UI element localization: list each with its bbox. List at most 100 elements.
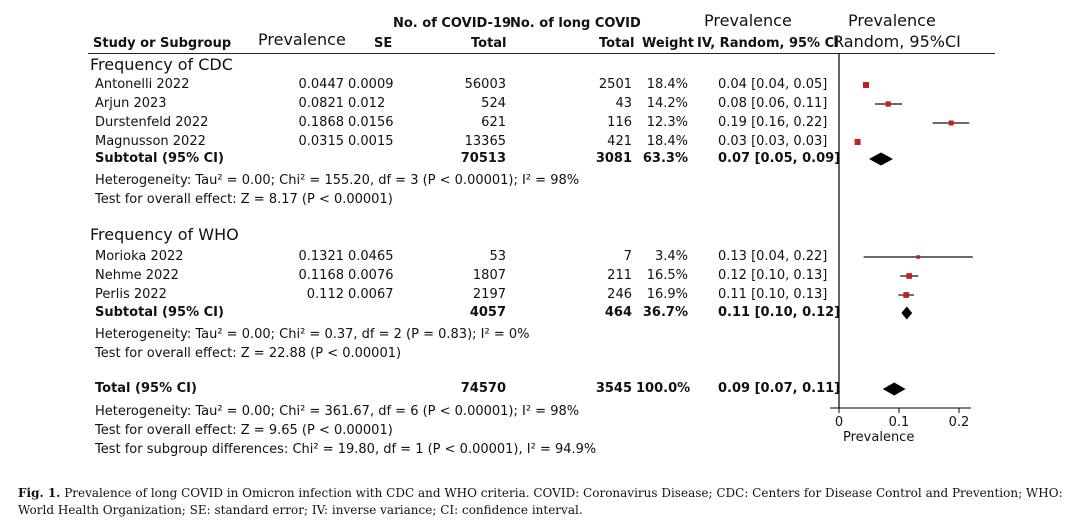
study-long-total: 116: [607, 115, 632, 130]
overall-effect-text: Test for overall effect: Z = 8.17 (P < 0…: [95, 192, 393, 207]
study-ci: 0.19 [0.16, 0.22]: [718, 115, 828, 130]
long-total-header: Total: [599, 36, 635, 51]
study-name: Antonelli 2022: [95, 77, 190, 92]
point-estimate-square: [854, 139, 861, 145]
study-prevalence: 0.0447: [298, 77, 345, 92]
subtotal-covid-total: 4057: [469, 305, 506, 320]
study-se: 0.0076: [348, 268, 394, 283]
point-estimate-square: [916, 255, 920, 259]
study-se: 0.0067: [348, 287, 394, 302]
study-name: Arjun 2023: [95, 96, 167, 111]
study-ci: 0.08 [0.06, 0.11]: [718, 96, 828, 111]
total-label: Total (95% CI): [95, 381, 197, 396]
subtotal-diamond: [901, 306, 913, 320]
study-long-total: 421: [607, 134, 632, 149]
total-diamond: [882, 382, 906, 396]
point-estimate-square: [885, 101, 891, 107]
study-weight: 3.4%: [654, 249, 688, 264]
study-covid-total: 524: [481, 96, 506, 111]
subtotal-diamond: [869, 152, 893, 166]
overall-effect-text: Test for overall effect: Z = 22.88 (P < …: [95, 346, 402, 361]
study-se: 0.012: [348, 96, 386, 111]
study-long-total: 211: [607, 268, 632, 283]
x-axis-label: Prevalence: [843, 430, 915, 445]
study-weight: 16.9%: [646, 287, 688, 302]
subtotal-weight: 63.3%: [642, 151, 688, 166]
study-covid-total: 56003: [464, 77, 506, 92]
study-name: Morioka 2022: [95, 249, 184, 264]
study-prevalence: 0.1321: [298, 249, 345, 264]
study-ci: 0.04 [0.04, 0.05]: [718, 77, 828, 92]
x-tick-label: 0.1: [889, 415, 910, 430]
subtotal-label: Subtotal (95% CI): [95, 305, 224, 320]
long-col-header-top: No. of long COVID: [510, 16, 641, 31]
plot-col-header-sub: Random, 95%CI: [833, 32, 961, 51]
study-prevalence: 0.112: [306, 287, 344, 302]
study-weight: 18.4%: [646, 77, 688, 92]
study-name: Perlis 2022: [95, 287, 167, 302]
study-name: Nehme 2022: [95, 268, 179, 283]
study-se: 0.0156: [348, 115, 394, 130]
study-weight: 16.5%: [646, 268, 688, 283]
point-estimate-square: [948, 120, 954, 126]
subtotal-ci: 0.11 [0.10, 0.12]: [718, 305, 841, 320]
study-covid-total: 1807: [472, 268, 506, 283]
study-covid-total: 13365: [464, 134, 506, 149]
heterogeneity-text: Heterogeneity: Tau² = 0.00; Chi² = 155.2…: [95, 173, 580, 188]
group-title-cdc: Frequency of CDC: [90, 55, 233, 74]
total-overall-effect: Test for overall effect: Z = 9.65 (P < 0…: [95, 423, 393, 438]
x-tick-label: 0: [835, 415, 843, 430]
covid-total-header: Total: [471, 36, 507, 51]
prevalence-col-header: Prevalence: [258, 30, 346, 49]
study-ci: 0.03 [0.03, 0.03]: [718, 134, 828, 149]
study-name: Durstenfeld 2022: [95, 115, 209, 130]
study-prevalence: 0.0821: [298, 96, 345, 111]
study-covid-total: 2197: [472, 287, 506, 302]
study-ci: 0.12 [0.10, 0.13]: [718, 268, 828, 283]
subtotal-covid-total: 70513: [460, 151, 506, 166]
figure-caption: Fig. 1. Prevalence of long COVID in Omic…: [18, 485, 1063, 519]
study-col-header: Study or Subgroup: [93, 36, 232, 51]
study-covid-total: 621: [481, 115, 506, 130]
study-se: 0.0465: [348, 249, 394, 264]
group-title-who: Frequency of WHO: [90, 225, 239, 244]
subtotal-ci: 0.07 [0.05, 0.09]: [718, 151, 841, 166]
total-heterogeneity: Heterogeneity: Tau² = 0.00; Chi² = 361.6…: [95, 404, 580, 419]
ci-col-header-top: Prevalence: [704, 11, 792, 30]
study-covid-total: 53: [489, 249, 506, 264]
ci-col-header-sub: IV, Random, 95% CI: [697, 36, 839, 51]
total-ci: 0.09 [0.07, 0.11]: [718, 381, 841, 396]
subtotal-label: Subtotal (95% CI): [95, 151, 224, 166]
study-long-total: 246: [607, 287, 632, 302]
weight-header: Weight: [642, 36, 694, 51]
se-col-header: SE: [374, 36, 393, 51]
plot-col-header-top: Prevalence: [848, 11, 936, 30]
study-se: 0.0015: [348, 134, 394, 149]
point-estimate-square: [903, 292, 910, 298]
caption-label: Fig. 1.: [18, 486, 61, 500]
study-prevalence: 0.0315: [298, 134, 345, 149]
header-rule: [88, 53, 995, 54]
subtotal-weight: 36.7%: [642, 305, 688, 320]
study-prevalence: 0.1868: [298, 115, 345, 130]
study-prevalence: 0.1168: [298, 268, 345, 283]
study-weight: 14.2%: [646, 96, 688, 111]
x-tick-label: 0.2: [949, 415, 970, 430]
study-long-total: 2501: [598, 77, 632, 92]
caption-text: Prevalence of long COVID in Omicron infe…: [18, 486, 1063, 517]
study-long-total: 7: [623, 249, 632, 264]
study-ci: 0.13 [0.04, 0.22]: [718, 249, 828, 264]
study-long-total: 43: [615, 96, 632, 111]
study-name: Magnusson 2022: [95, 134, 206, 149]
subtotal-long-total: 464: [604, 305, 632, 320]
study-se: 0.0009: [348, 77, 394, 92]
subtotal-long-total: 3081: [595, 151, 632, 166]
study-weight: 12.3%: [646, 115, 688, 130]
point-estimate-square: [863, 82, 869, 88]
study-weight: 18.4%: [646, 134, 688, 149]
forest-plot: 0 0.1 0.2: [830, 53, 973, 430]
point-estimate-square: [906, 273, 913, 279]
total-covid: 74570: [460, 381, 506, 396]
total-weight: 100.0%: [636, 381, 691, 396]
subgroup-differences: Test for subgroup differences: Chi² = 19…: [95, 442, 597, 457]
